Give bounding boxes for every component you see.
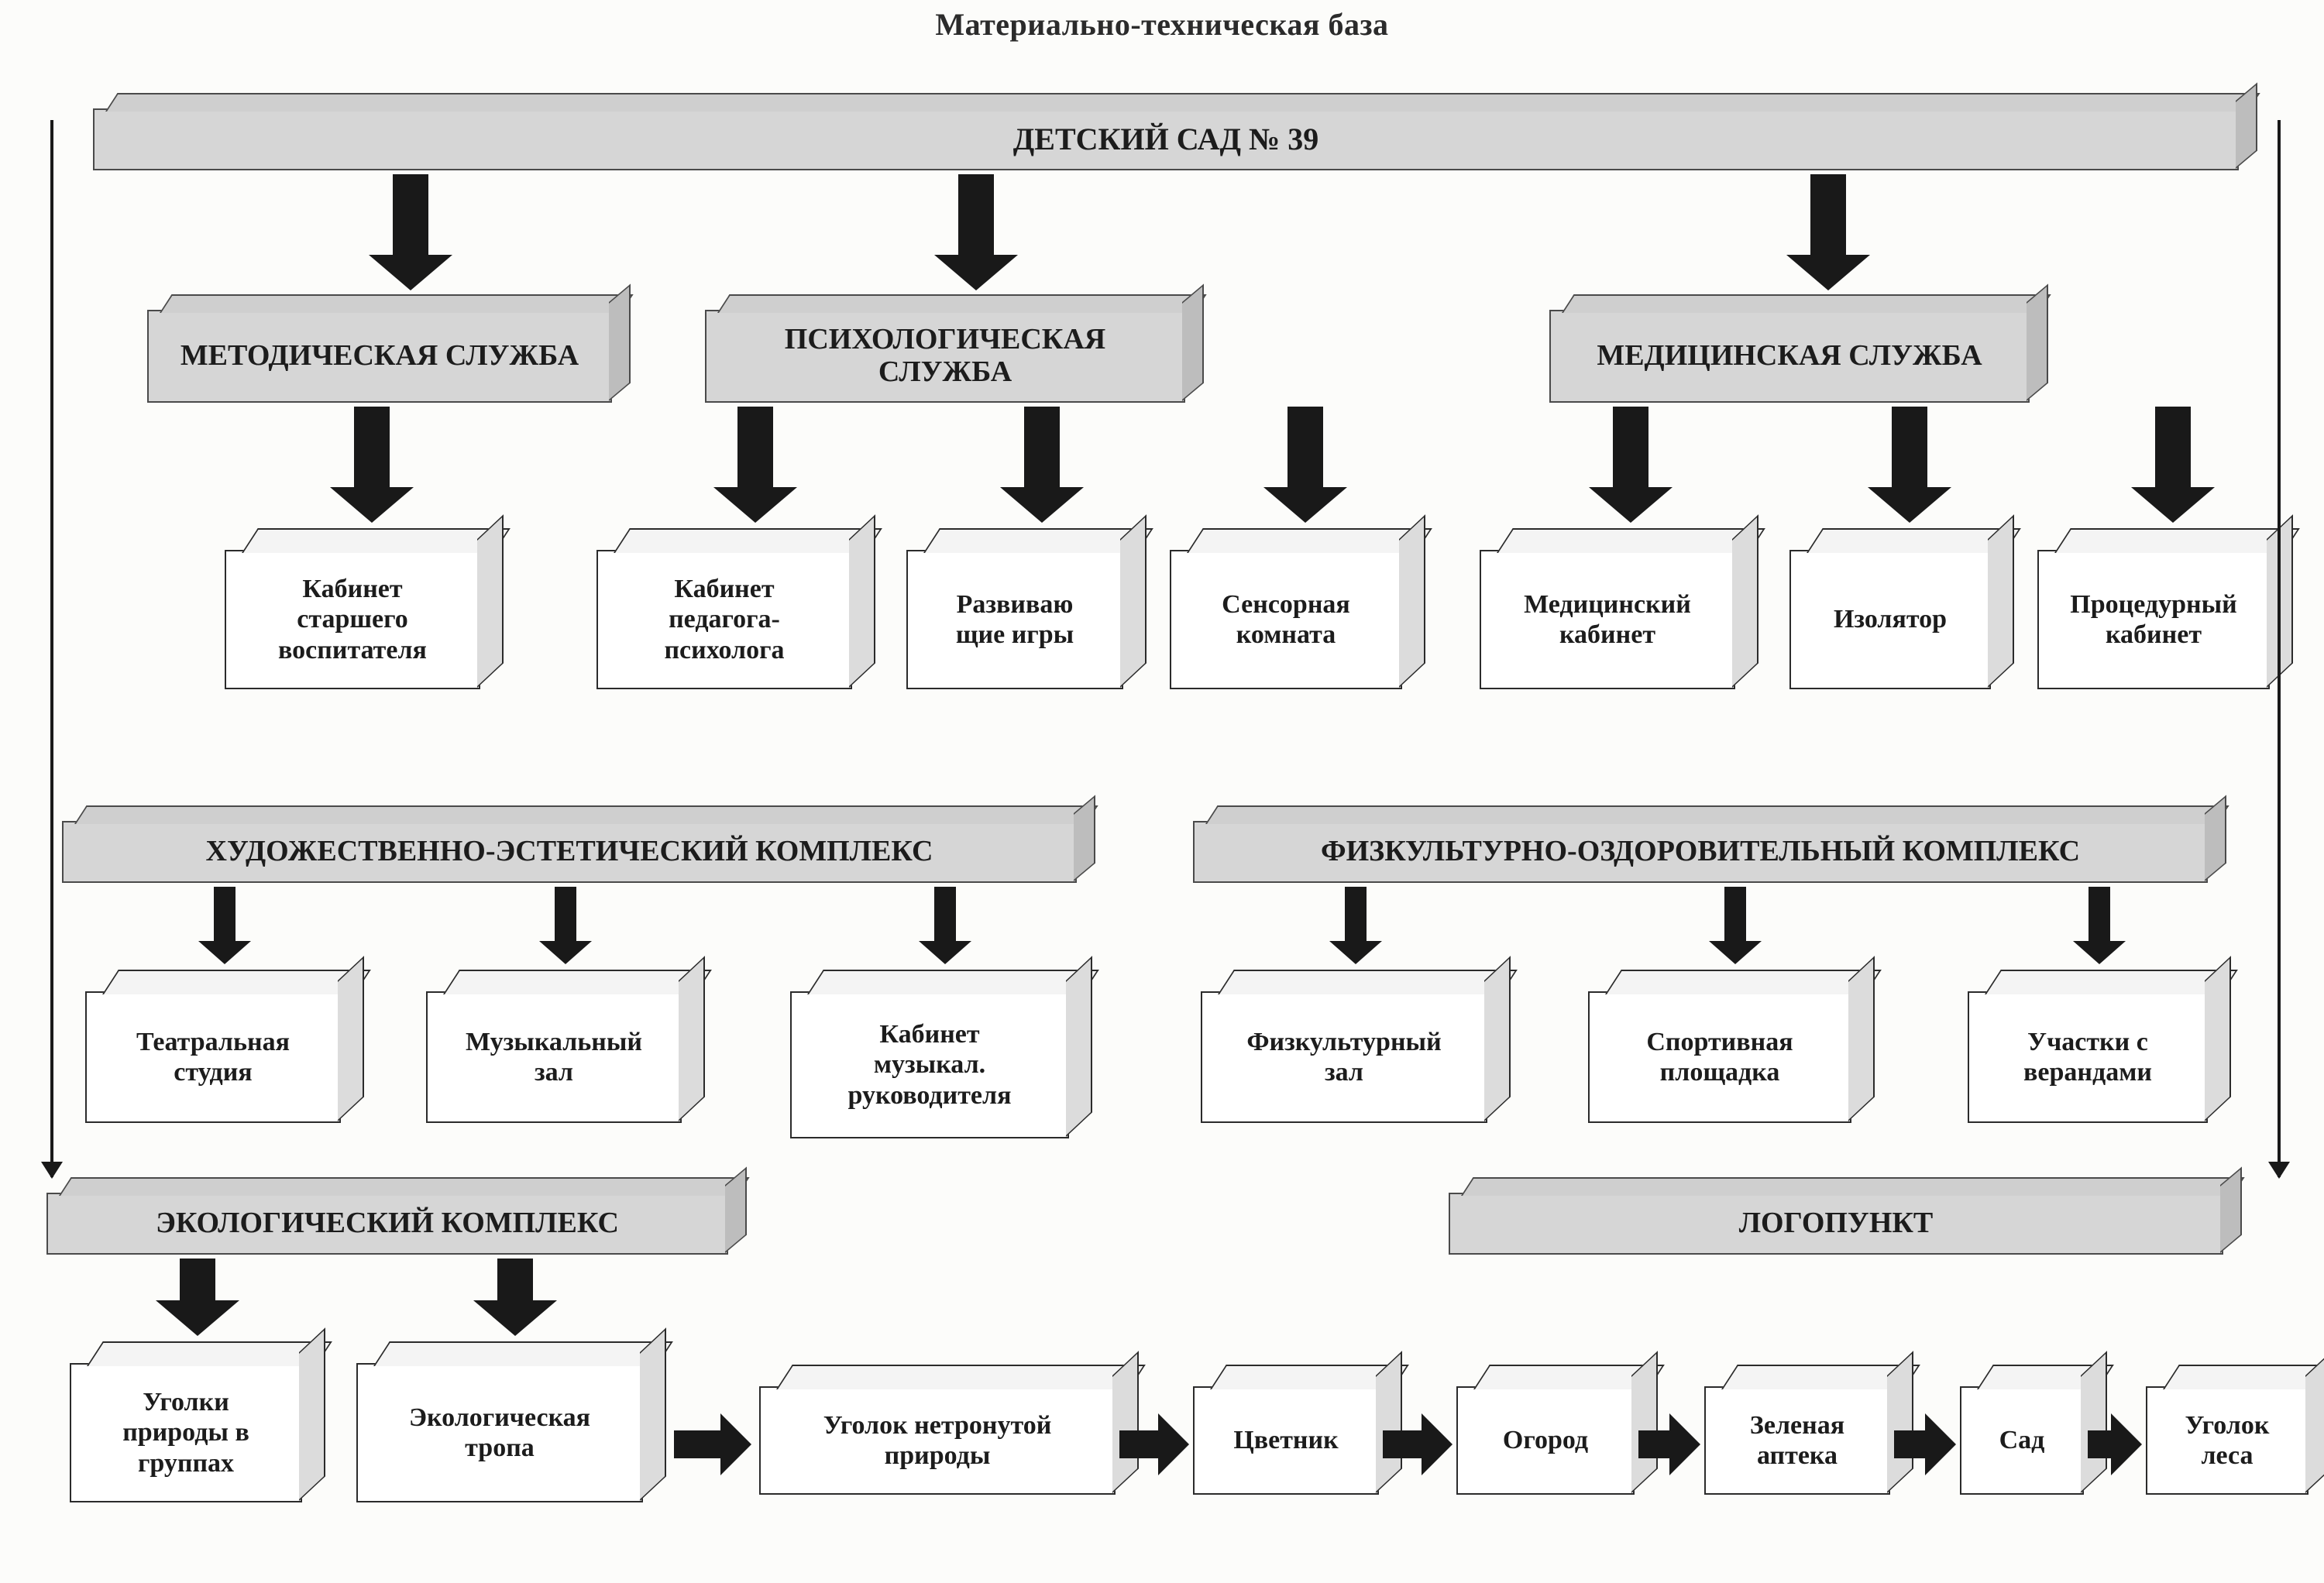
box-label: Кабинет педагога- психолога <box>598 551 851 688</box>
box-label: Музыкальный зал <box>428 993 680 1121</box>
box-label: Сад <box>1961 1388 2082 1493</box>
page-title: Материально-техническая база <box>0 6 2324 43</box>
box-label: Процедурный кабинет <box>2039 551 2268 688</box>
arrow-down-icon <box>930 174 1023 290</box>
box-label: Кабинет музыкал. руководителя <box>792 993 1067 1137</box>
box-label: Развиваю щие игры <box>908 551 1122 688</box>
box-label: Сенсорная комната <box>1171 551 1401 688</box>
box-b_art_1: Театральная студия <box>85 991 341 1123</box>
arrow-down-icon <box>1782 174 1875 290</box>
arrow-down-icon <box>922 887 968 964</box>
arrow-down-icon <box>201 887 248 964</box>
box-label: Зеленая аптека <box>1706 1388 1889 1493</box>
box-b_sport_2: Спортивная площадка <box>1588 991 1851 1123</box>
box-label: Уголок нетронутой природы <box>761 1388 1114 1493</box>
box-label: Физкультурный зал <box>1202 993 1486 1121</box>
box-label: Уголок леса <box>2147 1388 2307 1493</box>
box-label: Кабинет старшего воспитателя <box>226 551 479 688</box>
bar-label: ХУДОЖЕСТВЕННО-ЭСТЕТИЧЕСКИЙ КОМПЛЕКС <box>64 822 1075 881</box>
box-label: Цветник <box>1195 1388 1377 1493</box>
diagram-canvas: Материально-техническая база ДЕТСКИЙ САД… <box>0 0 2324 1583</box>
arrow-down-icon <box>1007 407 1077 523</box>
box-b_eco_2: Экологическая тропа <box>356 1363 643 1502</box>
arrow-down-icon <box>170 1259 225 1336</box>
arrow-down-icon <box>333 407 411 523</box>
box-label: Участки с верандами <box>1969 993 2206 1121</box>
box-label: Уголки природы в группах <box>71 1365 301 1501</box>
bar-svc_med: МЕДИЦИНСКАЯ СЛУЖБА <box>1549 310 2030 403</box>
arrow-down-icon <box>1270 407 1340 523</box>
box-label: Экологическая тропа <box>358 1365 641 1501</box>
arrow-down-icon <box>720 407 790 523</box>
box-b_psych_1: Кабинет педагога- психолога <box>596 550 852 689</box>
box-b_med_3: Процедурный кабинет <box>2037 550 2270 689</box>
bar-label: ПСИХОЛОГИЧЕСКАЯ СЛУЖБА <box>706 311 1184 401</box>
box-b_eco_4: Цветник <box>1193 1386 1379 1495</box>
bar-svc_psych: ПСИХОЛОГИЧЕСКАЯ СЛУЖБА <box>705 310 1185 403</box>
connector-line <box>50 120 53 1177</box>
bar-label: МЕТОДИЧЕСКАЯ СЛУЖБА <box>149 311 610 401</box>
box-label: Спортивная площадка <box>1590 993 1850 1121</box>
bar-label: ДЕТСКИЙ САД № 39 <box>95 110 2237 169</box>
box-b_psych_3: Сенсорная комната <box>1170 550 1402 689</box>
box-b_sport_3: Участки с верандами <box>1968 991 2208 1123</box>
connector-line <box>2278 120 2281 1177</box>
box-label: Изолятор <box>1791 551 1989 688</box>
box-b_art_3: Кабинет музыкал. руководителя <box>790 991 1069 1138</box>
bar-cx_sport: ФИЗКУЛЬТУРНО-ОЗДОРОВИТЕЛЬНЫЙ КОМПЛЕКС <box>1193 821 2208 883</box>
box-b_med_2: Изолятор <box>1789 550 1991 689</box>
box-b_method_1: Кабинет старшего воспитателя <box>225 550 480 689</box>
box-b_psych_2: Развиваю щие игры <box>906 550 1123 689</box>
box-b_eco_5: Огород <box>1456 1386 1635 1495</box>
bar-label: ФИЗКУЛЬТУРНО-ОЗДОРОВИТЕЛЬНЫЙ КОМПЛЕКС <box>1195 822 2206 881</box>
arrow-down-icon <box>364 174 457 290</box>
box-b_eco_8: Уголок леса <box>2146 1386 2309 1495</box>
arrow-down-icon <box>1712 887 1758 964</box>
arrow-down-icon <box>488 1259 542 1336</box>
arrow-down-icon <box>1596 407 1666 523</box>
box-b_eco_6: Зеленая аптека <box>1704 1386 1890 1495</box>
arrow-down-icon <box>1875 407 1944 523</box>
box-label: Огород <box>1458 1388 1633 1493</box>
arrow-down-icon <box>542 887 589 964</box>
arrow-down-icon <box>1332 887 1379 964</box>
arrow-right-icon <box>674 1417 751 1471</box>
bar-cx_eco: ЭКОЛОГИЧЕСКИЙ КОМПЛЕКС <box>46 1193 728 1255</box>
bar-label: ЭКОЛОГИЧЕСКИЙ КОМПЛЕКС <box>48 1194 727 1253</box>
box-b_eco_3: Уголок нетронутой природы <box>759 1386 1116 1495</box>
arrow-down-icon <box>2138 407 2208 523</box>
bar-svc_method: МЕТОДИЧЕСКАЯ СЛУЖБА <box>147 310 612 403</box>
box-b_eco_1: Уголки природы в группах <box>70 1363 302 1502</box>
box-b_med_1: Медицинский кабинет <box>1480 550 1735 689</box>
box-label: Театральная студия <box>87 993 339 1121</box>
box-b_sport_1: Физкультурный зал <box>1201 991 1487 1123</box>
box-b_eco_7: Сад <box>1960 1386 2084 1495</box>
box-b_art_2: Музыкальный зал <box>426 991 682 1123</box>
arrow-down-icon <box>2076 887 2123 964</box>
bar-label: МЕДИЦИНСКАЯ СЛУЖБА <box>1551 311 2028 401</box>
bar-root: ДЕТСКИЙ САД № 39 <box>93 108 2239 170</box>
bar-label: ЛОГОПУНКТ <box>1450 1194 2222 1253</box>
box-label: Медицинский кабинет <box>1481 551 1734 688</box>
bar-cx_logo: ЛОГОПУНКТ <box>1449 1193 2223 1255</box>
bar-cx_art: ХУДОЖЕСТВЕННО-ЭСТЕТИЧЕСКИЙ КОМПЛЕКС <box>62 821 1077 883</box>
